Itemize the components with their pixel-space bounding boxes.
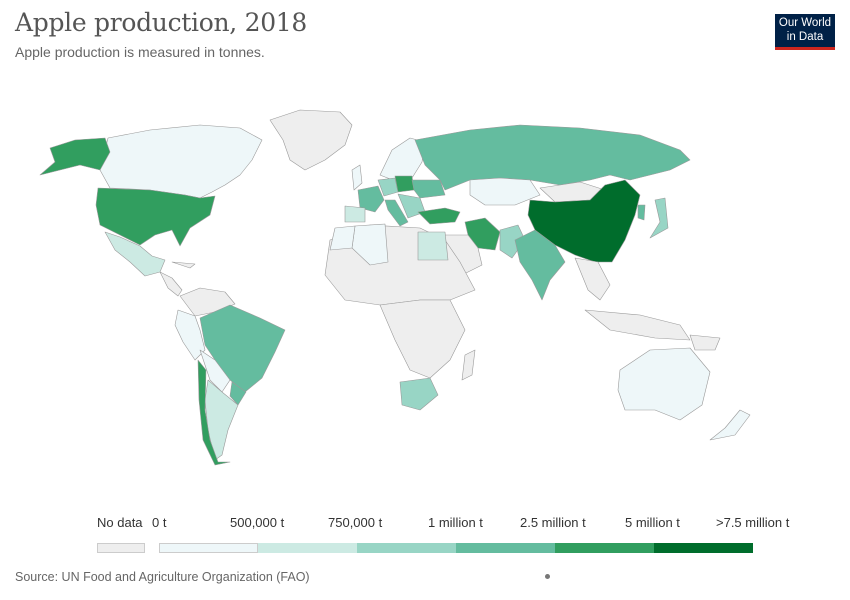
country-morocco[interactable] <box>329 225 356 251</box>
country-australia[interactable] <box>617 347 711 421</box>
legend-no-data-label: No data <box>97 515 143 530</box>
country-korea[interactable] <box>637 204 646 221</box>
country-bolivia-paraguay[interactable] <box>199 349 231 393</box>
country-japan[interactable] <box>649 197 669 239</box>
logo-line-2: in Data <box>786 30 824 43</box>
country-ukraine[interactable] <box>411 179 446 199</box>
country-uk[interactable] <box>351 164 363 191</box>
legend-break-3: 1 million t <box>428 515 483 530</box>
legend-break-0: 0 t <box>152 515 167 530</box>
legend-break-5: 5 million t <box>625 515 680 530</box>
country-turkey[interactable] <box>417 207 461 225</box>
legend-break-2: 750,000 t <box>328 515 383 530</box>
chart-title: Apple production, 2018 <box>15 8 308 37</box>
timeline-dot[interactable] <box>545 574 550 579</box>
country-peru-ecuador[interactable] <box>174 309 206 361</box>
country-egypt[interactable] <box>417 231 449 261</box>
logo-line-1: Our World <box>778 17 832 29</box>
world-map[interactable] <box>0 70 850 500</box>
legend-break-6: >7.5 million t <box>716 515 790 530</box>
legend-break-1: 500,000 t <box>230 515 285 530</box>
legend-swatch-2[interactable] <box>357 543 456 553</box>
country-poland[interactable] <box>394 175 415 193</box>
region-southeast-asia[interactable] <box>574 257 611 301</box>
country-canada[interactable] <box>99 124 263 199</box>
country-argentina[interactable] <box>204 379 239 461</box>
region-central-america[interactable] <box>159 271 183 297</box>
region-indonesia[interactable] <box>584 309 691 341</box>
country-italy[interactable] <box>384 199 409 227</box>
owid-logo[interactable]: Our World in Data <box>775 14 835 50</box>
country-china[interactable] <box>527 179 641 263</box>
country-mexico[interactable] <box>104 231 166 277</box>
country-cuba[interactable] <box>171 261 196 269</box>
region-central-africa[interactable] <box>379 299 466 379</box>
country-papua-new-guinea[interactable] <box>689 334 721 351</box>
legend-break-4: 2.5 million t <box>520 515 586 530</box>
legend-swatch-3[interactable] <box>456 543 555 553</box>
legend-swatch-4[interactable] <box>555 543 654 553</box>
country-south-africa[interactable] <box>399 377 439 411</box>
country-madagascar[interactable] <box>461 349 476 381</box>
country-chile[interactable] <box>197 359 231 466</box>
country-alaska[interactable] <box>39 137 111 176</box>
country-kazakhstan[interactable] <box>469 177 541 206</box>
country-new-zealand[interactable] <box>709 409 751 441</box>
country-greenland[interactable] <box>269 109 353 171</box>
source-note[interactable]: Source: UN Food and Agriculture Organiza… <box>15 570 310 584</box>
chart-subtitle: Apple production is measured in tonnes. <box>15 44 265 60</box>
country-russia[interactable] <box>414 124 691 191</box>
country-spain[interactable] <box>344 205 366 223</box>
legend-swatch-no-data[interactable] <box>97 543 145 553</box>
legend-swatch-5[interactable] <box>654 543 753 553</box>
country-france[interactable] <box>357 185 385 213</box>
country-usa[interactable] <box>95 187 216 247</box>
country-brazil[interactable] <box>199 304 286 393</box>
legend-swatch-0[interactable] <box>159 543 258 553</box>
legend-swatch-1[interactable] <box>258 543 357 553</box>
